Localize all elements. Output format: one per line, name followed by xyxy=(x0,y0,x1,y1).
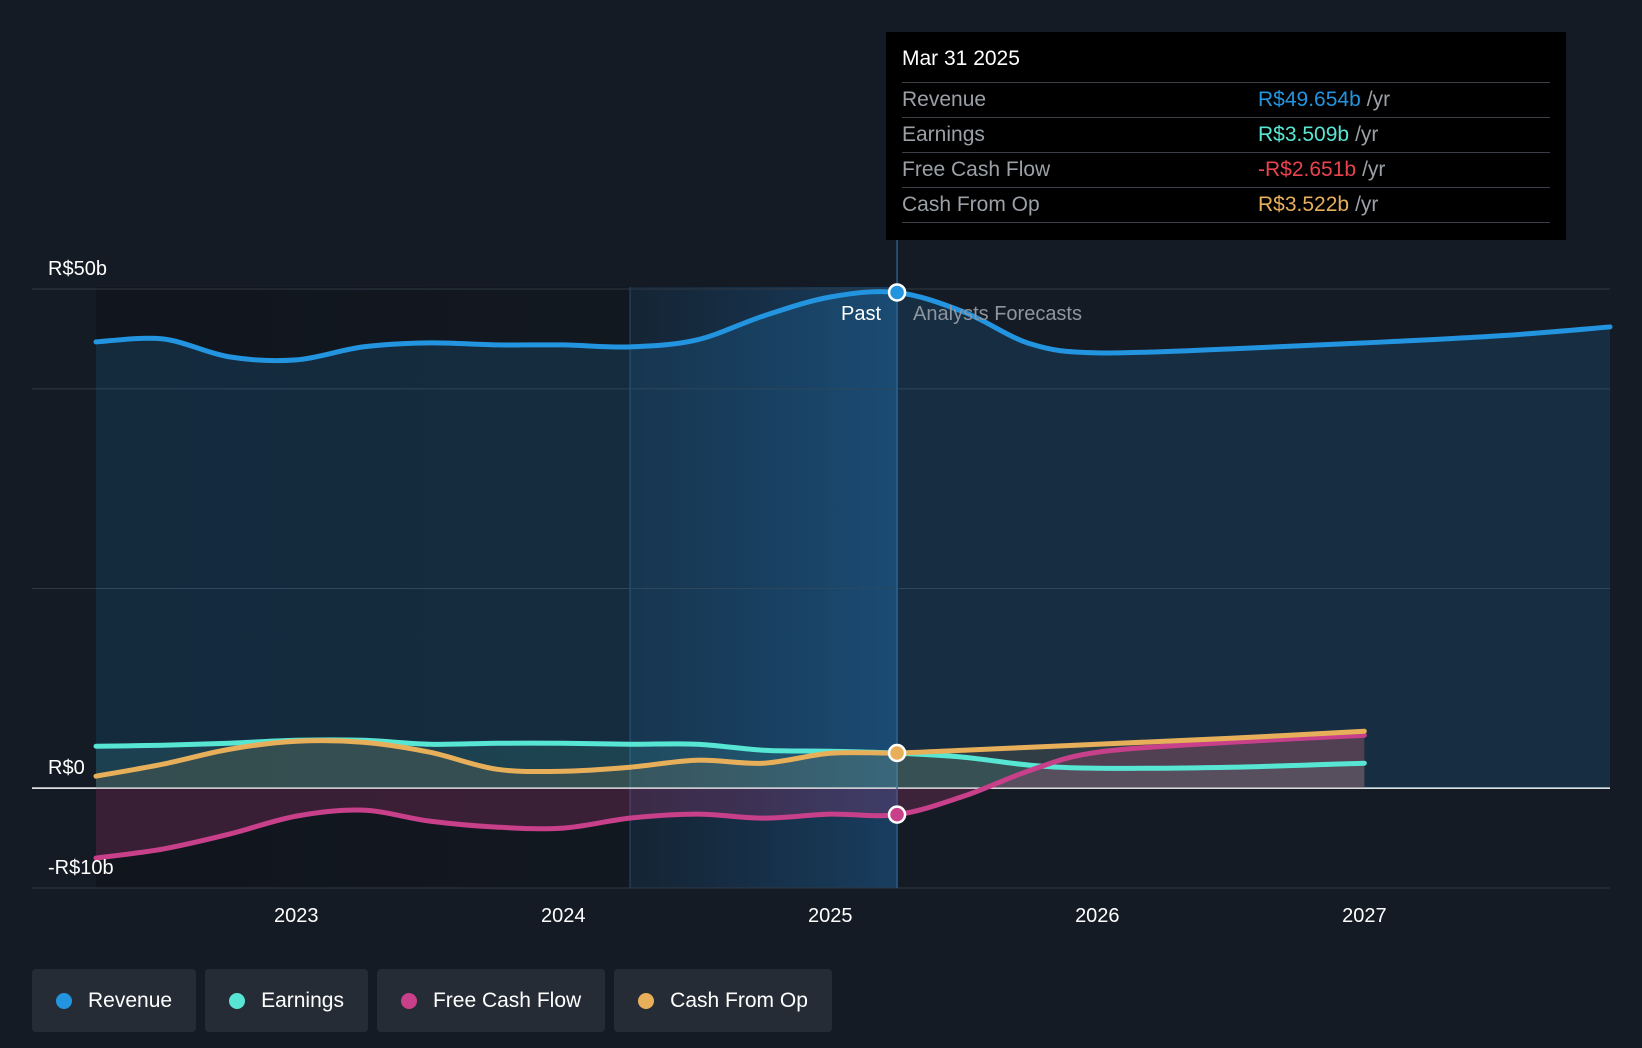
tooltip-row-free-cash-flow: Free Cash Flow -R$2.651b /yr xyxy=(902,152,1550,187)
tooltip-unit: /yr xyxy=(1366,88,1391,111)
x-tick-label: 2024 xyxy=(541,905,586,927)
legend-dot-icon xyxy=(229,992,246,1009)
series-line-revenue xyxy=(93,289,1613,364)
tooltip-value: -R$2.651b xyxy=(1258,158,1357,181)
series-line-free-cash-flow xyxy=(93,732,1367,861)
x-tick-label: 2027 xyxy=(1342,905,1387,927)
tooltip: Mar 31 2025 Revenue R$49.654b /yr Earnin… xyxy=(886,32,1566,240)
legend-label: Cash From Op xyxy=(670,988,808,1012)
y-tick-label: -R$10b xyxy=(48,857,114,879)
legend-dot-icon xyxy=(400,992,417,1009)
legend-item-revenue[interactable]: Revenue xyxy=(32,969,197,1032)
tooltip-value: R$3.522b xyxy=(1258,193,1350,216)
legend-item-free-cash-flow[interactable]: Free Cash Flow xyxy=(376,969,606,1032)
x-tick-label: 2023 xyxy=(274,905,319,927)
point-marker xyxy=(887,743,907,763)
point-marker xyxy=(887,283,907,302)
legend-label: Revenue xyxy=(88,988,173,1012)
series-area-revenue xyxy=(96,291,1610,789)
forecast-label: Analysts Forecasts xyxy=(913,303,1082,325)
legend-dot-icon xyxy=(56,992,72,1009)
legend: Revenue Earnings Free Cash Flow Cash Fro… xyxy=(32,969,832,1032)
y-tick-label: R$0 xyxy=(48,757,85,779)
legend-item-earnings[interactable]: Earnings xyxy=(205,969,368,1032)
tooltip-unit: /yr xyxy=(1362,158,1386,181)
past-label: Past xyxy=(841,303,881,325)
x-tick-label: 2025 xyxy=(808,905,853,927)
tooltip-label: Cash From Op xyxy=(902,193,1040,216)
tooltip-row-cash-from-op: Cash From Op R$3.522b /yr xyxy=(902,187,1550,223)
legend-item-cash-from-op[interactable]: Cash From Op xyxy=(614,969,832,1032)
point-marker xyxy=(887,805,907,824)
legend-dot-icon xyxy=(638,992,655,1009)
series-area-cash-from-op xyxy=(96,731,1365,789)
y-tick-label: R$50b xyxy=(48,258,107,280)
legend-label: Earnings xyxy=(261,988,344,1012)
tooltip-unit: /yr xyxy=(1355,123,1379,146)
x-tick-label: 2026 xyxy=(1075,905,1120,927)
tooltip-value: R$3.509b xyxy=(1258,123,1350,146)
tooltip-row-earnings: Earnings R$3.509b /yr xyxy=(902,117,1550,152)
tooltip-row-revenue: Revenue R$49.654b /yr xyxy=(902,82,1550,117)
tooltip-value: R$49.654b xyxy=(1258,88,1361,111)
tooltip-date: Mar 31 2025 xyxy=(902,47,1020,70)
tooltip-label: Free Cash Flow xyxy=(902,158,1051,181)
legend-label: Free Cash Flow xyxy=(432,988,582,1012)
tooltip-label: Revenue xyxy=(902,88,987,111)
tooltip-label: Earnings xyxy=(902,123,985,146)
series-line-cash-from-op xyxy=(93,728,1367,779)
tooltip-unit: /yr xyxy=(1355,193,1379,216)
